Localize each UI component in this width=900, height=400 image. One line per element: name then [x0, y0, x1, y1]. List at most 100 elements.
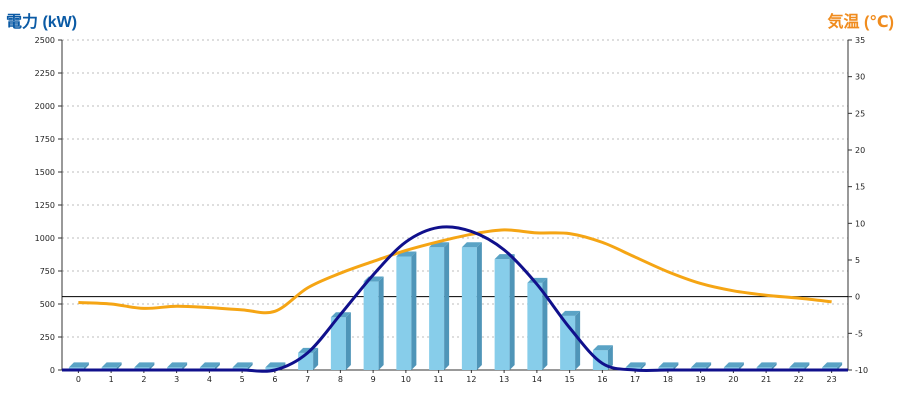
bar: [494, 254, 515, 370]
bar-top: [101, 362, 122, 368]
bar-top: [68, 362, 89, 368]
bar-front: [265, 367, 281, 370]
right-tick-label: 25: [855, 109, 865, 118]
right-tick-label: 20: [855, 146, 865, 155]
bar-top: [232, 362, 253, 368]
bar-side: [345, 312, 351, 370]
bar-side: [247, 362, 253, 370]
left-axis-title: 電力 (kW): [6, 14, 78, 31]
x-tick-label: 16: [597, 375, 607, 384]
bar-top: [592, 345, 613, 351]
left-tick-label: 250: [40, 333, 55, 342]
bar-side: [509, 254, 515, 370]
bar-side: [804, 362, 810, 370]
x-tick-label: 9: [371, 375, 376, 384]
x-tick-label: 2: [141, 375, 146, 384]
bar-top: [167, 362, 188, 368]
left-tick-label: 750: [40, 267, 55, 276]
x-tick-label: 21: [761, 375, 771, 384]
right-tick-label: 5: [855, 256, 860, 265]
bar-side: [182, 362, 188, 370]
bar-front: [396, 256, 412, 370]
left-tick-label: 1000: [35, 234, 55, 243]
bar-front: [363, 281, 379, 370]
left-tick-label: 1500: [35, 168, 55, 177]
x-tick-label: 4: [207, 375, 212, 384]
bar: [330, 312, 351, 370]
right-tick-label: 10: [855, 219, 865, 228]
bar-side: [214, 362, 220, 370]
x-tick-label: 18: [663, 375, 673, 384]
bar-side: [837, 362, 843, 370]
bar-side: [116, 362, 122, 370]
bar-top: [723, 362, 744, 368]
bar-top: [560, 310, 581, 316]
right-tick-label: -5: [855, 329, 863, 338]
bar-side: [313, 347, 319, 370]
x-tick-label: 19: [696, 375, 706, 384]
x-tick-label: 11: [434, 375, 444, 384]
x-tick-label: 7: [305, 375, 310, 384]
x-tick-label: 14: [532, 375, 542, 384]
right-tick-label: 0: [855, 293, 860, 302]
x-tick-label: 1: [109, 375, 114, 384]
bar-front: [330, 317, 346, 370]
bar-top: [199, 362, 220, 368]
left-tick-label: 2250: [35, 69, 55, 78]
x-tick-label: 15: [565, 375, 575, 384]
x-tick-label: 8: [338, 375, 343, 384]
x-tick-label: 20: [728, 375, 738, 384]
bar-side: [738, 362, 744, 370]
bar-top: [461, 242, 482, 248]
right-tick-label: 30: [855, 73, 865, 82]
bar-side: [83, 362, 89, 370]
bar-side: [640, 362, 646, 370]
x-tick-label: 17: [630, 375, 640, 384]
bar-side: [607, 345, 613, 370]
power-curve: [61, 225, 848, 373]
bar-top: [756, 362, 777, 368]
x-tick-label: 22: [794, 375, 804, 384]
left-tick-label: 0: [50, 366, 55, 375]
left-tick-label: 2500: [35, 36, 55, 45]
bar-top: [658, 362, 679, 368]
x-tick-label: 10: [401, 375, 411, 384]
bar-side: [673, 362, 679, 370]
x-tick-label: 0: [76, 375, 81, 384]
bar: [396, 251, 417, 370]
bar-side: [706, 362, 712, 370]
bar-top: [625, 362, 646, 368]
x-tick-label: 5: [240, 375, 245, 384]
bar-side: [575, 310, 581, 370]
bar-front: [429, 247, 445, 370]
left-tick-label: 500: [40, 300, 55, 309]
x-tick-label: 13: [499, 375, 509, 384]
bar-side: [771, 362, 777, 370]
bar-side: [444, 242, 450, 370]
bar-side: [476, 242, 482, 370]
bar-front: [494, 259, 510, 370]
bar-side: [411, 251, 417, 370]
temperature-line: [78, 228, 832, 315]
bar-top: [691, 362, 712, 368]
bar-top: [789, 362, 810, 368]
bar: [527, 277, 548, 370]
bar-top: [822, 362, 843, 368]
x-tick-label: 6: [272, 375, 277, 384]
right-axis-title: 気温 (℃): [827, 14, 894, 31]
bar-side: [149, 362, 155, 370]
left-tick-label: 1750: [35, 135, 55, 144]
left-tick-label: 1250: [35, 201, 55, 210]
bar: [363, 276, 384, 370]
bar-side: [378, 276, 384, 370]
right-tick-label: -10: [855, 366, 868, 375]
bar: [429, 242, 450, 370]
right-tick-label: 15: [855, 183, 865, 192]
bar-front: [461, 247, 477, 370]
bar-front: [527, 282, 543, 370]
bar: [461, 242, 482, 370]
bar-top: [265, 362, 286, 368]
x-tick-label: 12: [466, 375, 476, 384]
right-tick-label: 35: [855, 36, 865, 45]
